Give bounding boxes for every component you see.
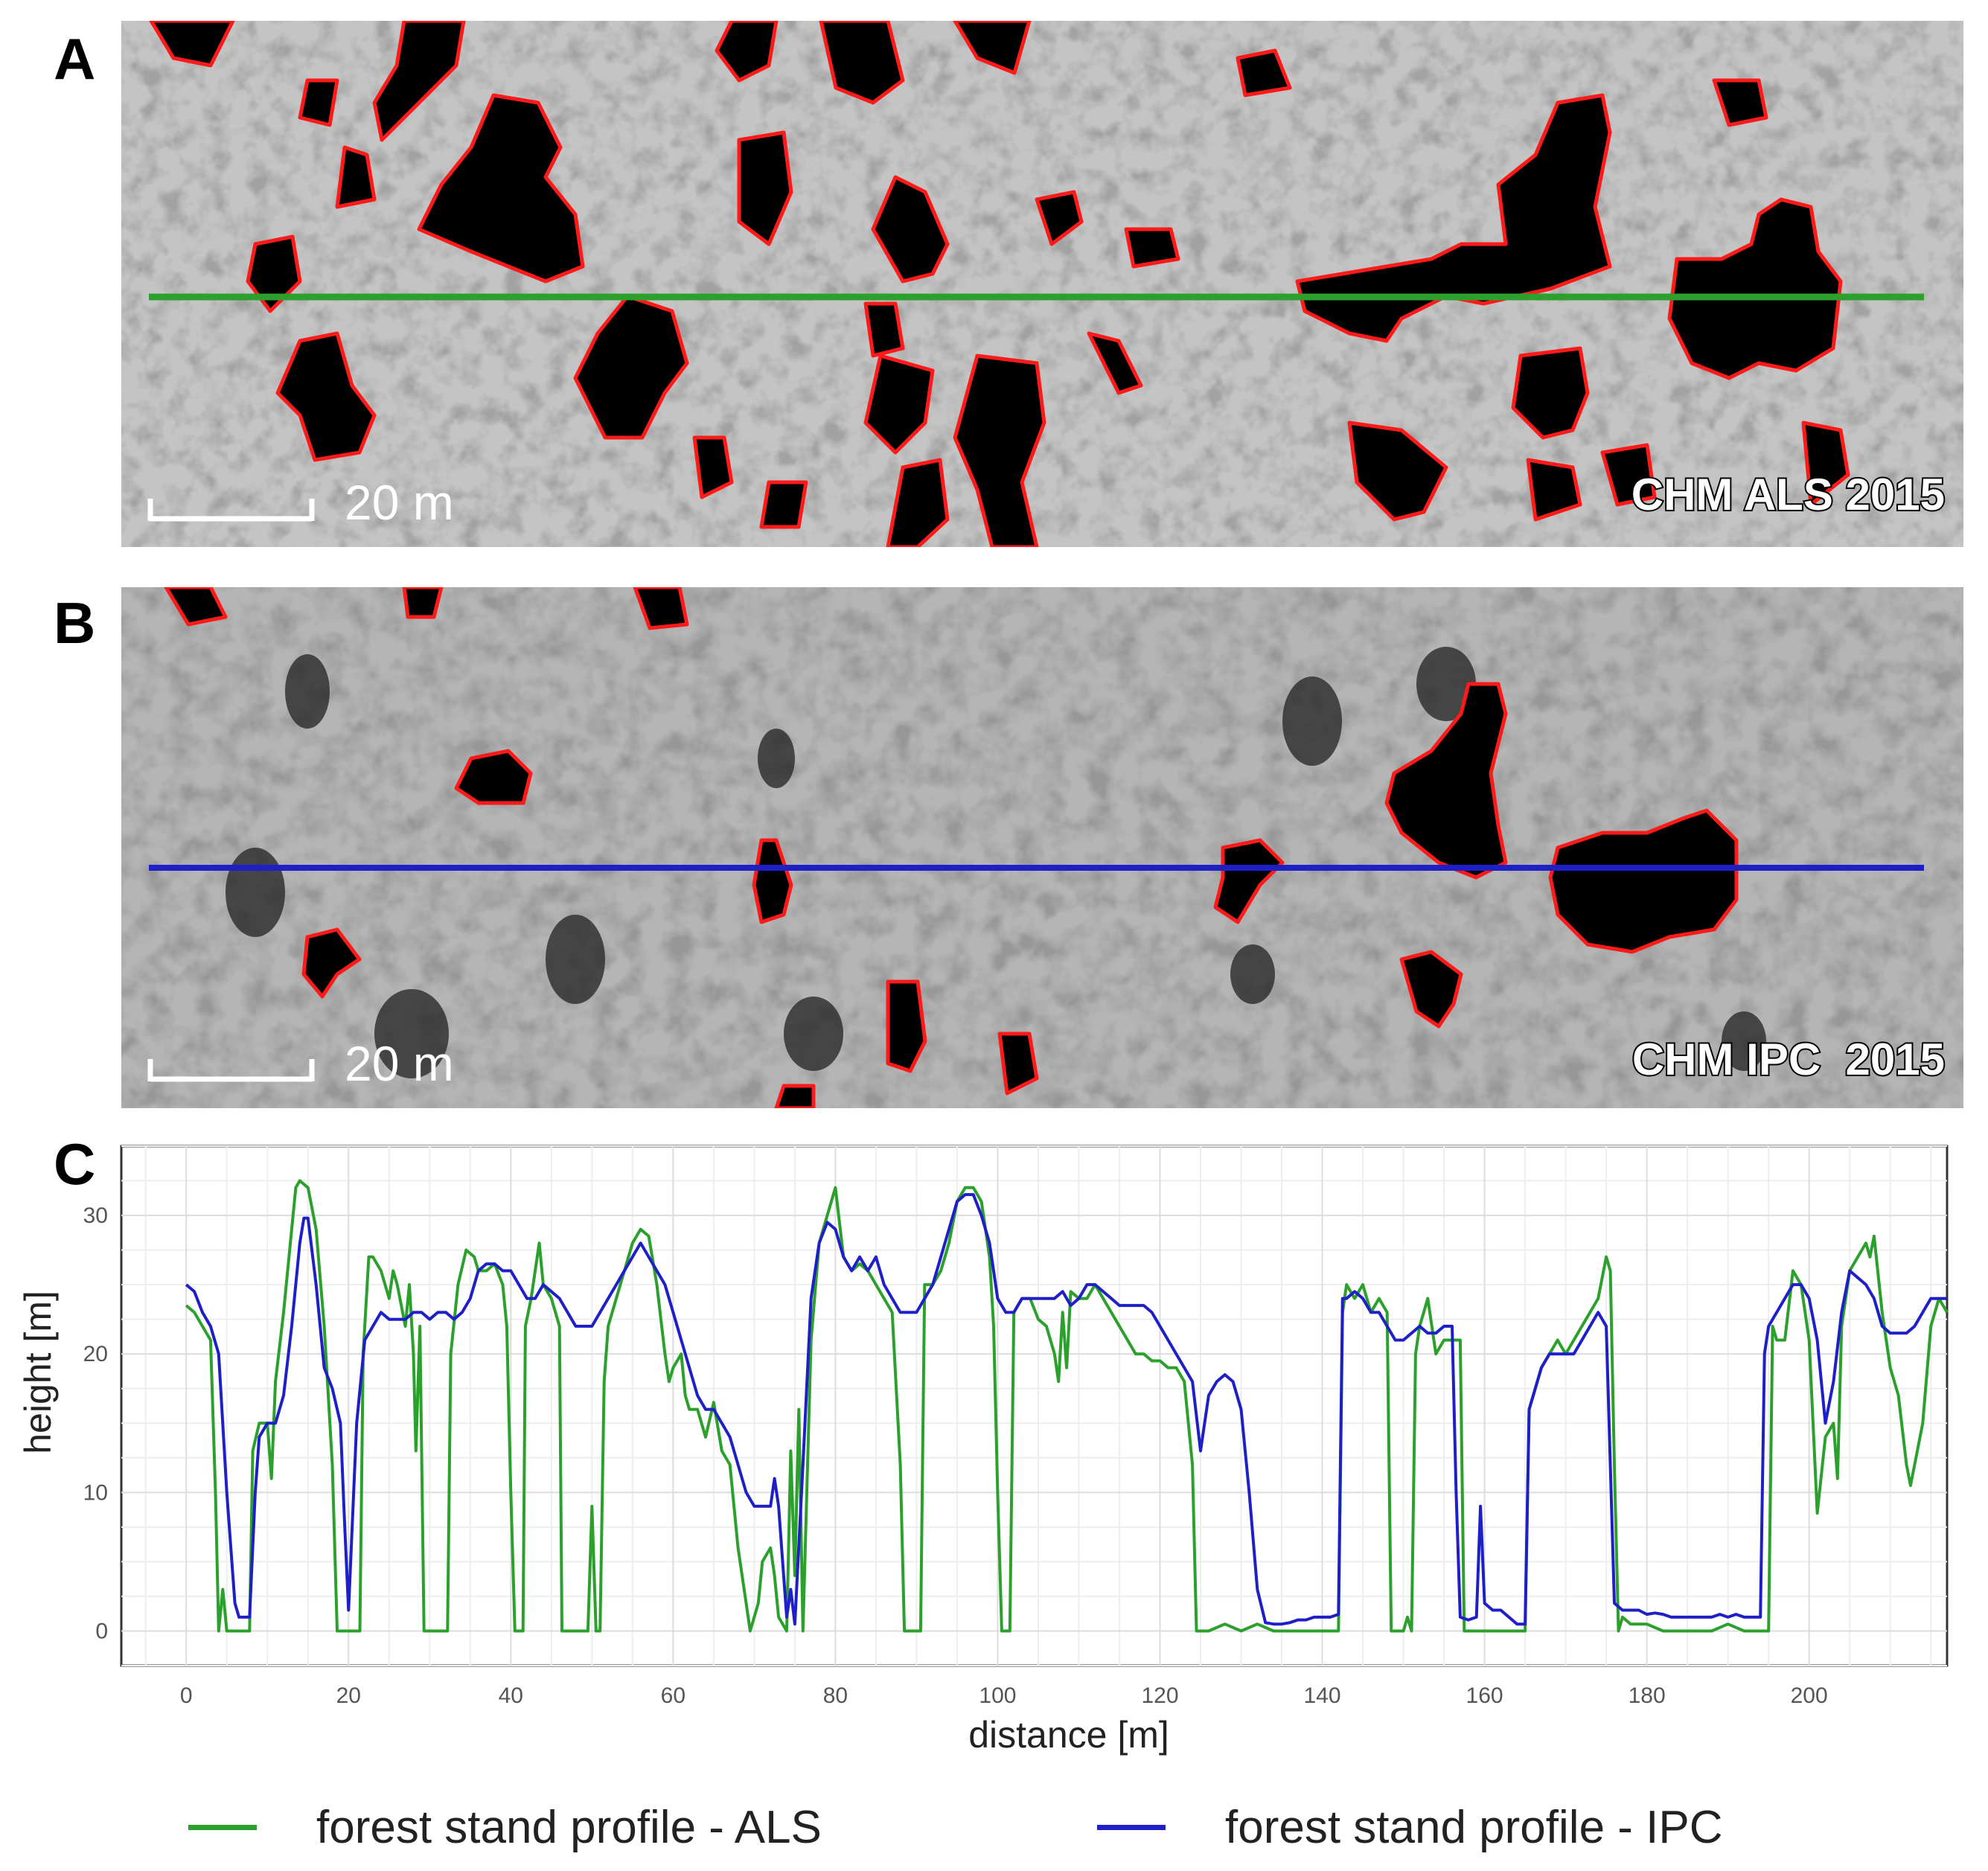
gap-polygon xyxy=(1035,190,1084,246)
chm-ipc-raster xyxy=(121,587,1963,1108)
gap-polygon xyxy=(1526,458,1582,522)
gap-polygon xyxy=(372,21,466,142)
legend-label-ipc: forest stand profile - IPC xyxy=(1225,1802,1723,1853)
gap-polygon xyxy=(1236,48,1292,97)
canopy-texture xyxy=(121,21,1963,547)
gap-polygon xyxy=(1124,227,1180,269)
gap-polygon xyxy=(886,458,950,547)
legend-item-ipc: forest stand profile - IPC xyxy=(1097,1801,1723,1854)
gap-polygon xyxy=(737,130,793,246)
gap-polygon xyxy=(1801,420,1850,507)
gap-polygon xyxy=(774,1084,816,1108)
gap-polygon xyxy=(819,21,905,105)
gap-polygon xyxy=(953,21,1032,75)
chm-als-map: 20 m CHM ALS 2015 xyxy=(121,21,1963,547)
legend-label-als: forest stand profile - ALS xyxy=(316,1802,822,1853)
gap-polygon xyxy=(1295,93,1612,343)
gap-polygon xyxy=(863,354,935,455)
y-tick-label: 20 xyxy=(83,1342,108,1366)
gap-polygon xyxy=(863,301,905,358)
panel-c-letter: C xyxy=(54,1131,96,1197)
legend-swatch-ipc xyxy=(1097,1825,1166,1830)
gap-polygon xyxy=(1548,808,1739,954)
x-tick-label: 100 xyxy=(979,1683,1016,1708)
y-tick-label: 0 xyxy=(95,1619,108,1643)
x-tick-label: 40 xyxy=(499,1683,523,1708)
legend-swatch-als xyxy=(188,1825,257,1830)
gap-polygon xyxy=(953,354,1046,547)
legend-item-als: forest stand profile - ALS xyxy=(188,1801,822,1854)
gap-polygon xyxy=(715,21,779,83)
panel-a-letter: A xyxy=(54,26,96,92)
x-tick-label: 200 xyxy=(1791,1683,1828,1708)
y-axis: 0 10 20 30 xyxy=(83,1203,108,1643)
gap-polygon xyxy=(1399,950,1463,1029)
gap-polygon xyxy=(997,1032,1039,1096)
x-tick-label: 0 xyxy=(180,1683,193,1708)
x-tick-label: 60 xyxy=(661,1683,685,1708)
gap-polygon xyxy=(1712,78,1768,127)
gap-polygon xyxy=(454,749,533,805)
series-line-als xyxy=(185,1179,1949,1633)
series-layer xyxy=(185,1179,1949,1633)
panel-b-letter: B xyxy=(54,590,96,656)
y-tick-label: 30 xyxy=(83,1203,108,1228)
gap-polygon xyxy=(417,93,585,284)
gap-polygon xyxy=(759,480,808,529)
x-tick-label: 120 xyxy=(1141,1683,1178,1708)
x-tick-label: 140 xyxy=(1303,1683,1340,1708)
x-tick-label: 20 xyxy=(336,1683,361,1708)
gap-polygon xyxy=(298,78,339,127)
gap-polygon xyxy=(1347,420,1448,522)
chm-ipc-map: 20 m CHM IPC 2015 xyxy=(121,587,1963,1108)
series-line-ipc xyxy=(185,1193,1947,1626)
gap-polygon xyxy=(692,435,734,499)
canopy-gaps-ipc xyxy=(164,587,1739,1108)
scale-bar xyxy=(147,499,315,522)
gap-polygon xyxy=(1511,346,1590,440)
gap-polygon xyxy=(1087,331,1143,395)
scale-bar xyxy=(147,1059,315,1082)
scale-bar-label: 20 m xyxy=(345,1036,454,1091)
map-title: CHM ALS 2015 xyxy=(1630,468,1946,521)
chm-als-raster xyxy=(121,21,1963,547)
gap-polygon xyxy=(275,331,377,462)
gap-polygon xyxy=(752,838,793,924)
gap-polygon xyxy=(1213,838,1285,924)
shadow-patches xyxy=(226,647,1766,1078)
gap-polygon xyxy=(335,145,377,209)
gap-polygon xyxy=(164,587,228,627)
x-tick-label: 80 xyxy=(823,1683,848,1708)
y-axis-title: height [m] xyxy=(17,1290,59,1454)
canopy-gaps-als xyxy=(149,21,1850,547)
x-axis: 0 20 40 60 80 100 120 140 160 180 200 xyxy=(180,1683,1828,1708)
plot-frame xyxy=(120,1145,1949,1667)
gap-polygon xyxy=(1667,197,1843,380)
x-tick-label: 160 xyxy=(1466,1683,1503,1708)
height-profile-chart: 0 20 40 60 80 100 120 140 160 180 200 0 10 20 30 dist… xyxy=(17,1145,1949,1756)
gap-polygon xyxy=(402,587,444,619)
gap-polygon xyxy=(1384,682,1508,880)
scale-bar-label: 20 m xyxy=(345,475,454,530)
gap-polygon xyxy=(886,979,927,1073)
gap-polygon xyxy=(871,175,950,284)
gap-polygon xyxy=(149,21,235,68)
gap-polygon xyxy=(1600,443,1657,507)
map-title: CHM IPC 2015 xyxy=(1631,1033,1946,1086)
gap-polygon xyxy=(633,587,689,630)
gap-polygon xyxy=(301,927,362,999)
x-tick-label: 180 xyxy=(1629,1683,1666,1708)
x-axis-title: distance [m] xyxy=(968,1714,1169,1756)
y-tick-label: 10 xyxy=(83,1480,108,1505)
grid-minor xyxy=(121,1145,1947,1666)
gap-polygon xyxy=(573,294,689,440)
